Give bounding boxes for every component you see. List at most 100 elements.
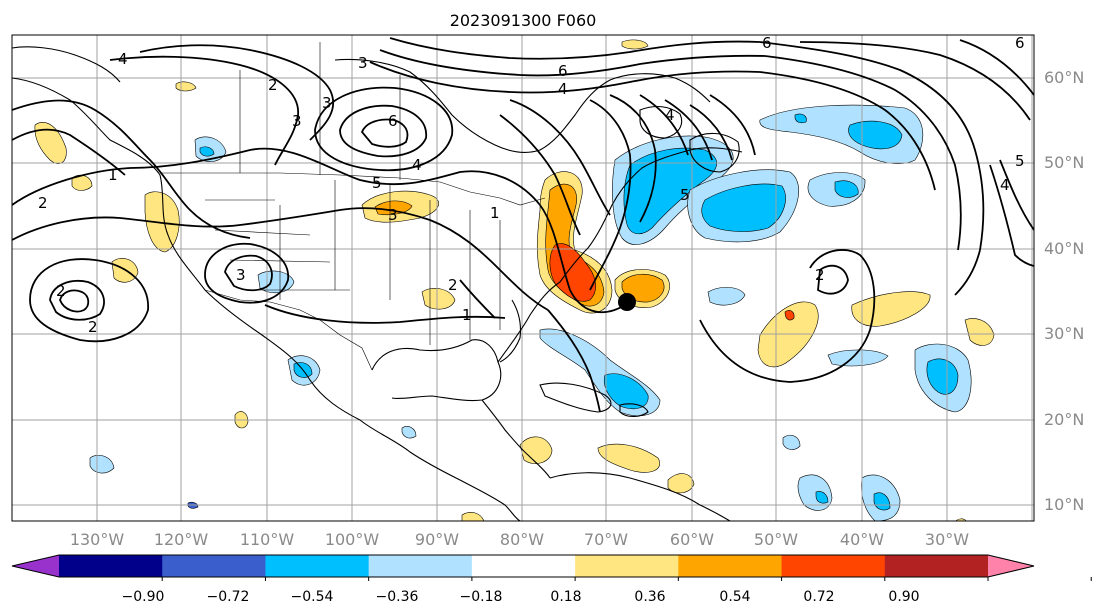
contour-line-28 xyxy=(264,304,506,324)
lon-label: 90°W xyxy=(415,530,459,549)
colorbar-segment xyxy=(575,555,679,577)
central-america-coast xyxy=(481,399,551,479)
lon-label: 120°W xyxy=(154,530,209,549)
colorbar-tick: 0.36 xyxy=(634,589,665,605)
contour-ring-canada-3 xyxy=(360,118,409,148)
black-contours xyxy=(12,37,1034,413)
contour-line-2 xyxy=(12,207,549,311)
lon-label: 30°W xyxy=(925,530,969,549)
contour-line-19 xyxy=(764,55,962,251)
contour-label: 1 xyxy=(108,166,118,184)
lat-label: 60°N xyxy=(1044,68,1084,87)
contour-label: 4 xyxy=(1000,176,1010,194)
colorbar-tick: −0.54 xyxy=(291,589,334,605)
contour-ring-west-1 xyxy=(29,258,149,343)
contour-label: 2 xyxy=(448,276,458,294)
neg-anomaly-14 xyxy=(873,492,891,511)
neg-anomaly-24 xyxy=(89,455,115,474)
contour-label: 5 xyxy=(1015,152,1025,170)
contour-label: 4 xyxy=(665,106,675,124)
pos-anomaly-15 xyxy=(519,436,553,464)
contour-line-23 xyxy=(999,159,1034,231)
contour-ring-rockies-1 xyxy=(204,242,289,304)
us-canada-border xyxy=(160,172,546,206)
contour-label: 3 xyxy=(292,112,302,130)
contour-line-4 xyxy=(12,128,126,176)
colorbar-segment xyxy=(265,555,370,577)
contour-label: 5 xyxy=(372,174,382,192)
contour-line-1 xyxy=(12,147,626,314)
colorbar-tick: 0.90 xyxy=(888,589,919,605)
atlantic-coastline xyxy=(497,147,743,363)
south-america-coast xyxy=(549,472,731,521)
pos-anomaly-19 xyxy=(621,39,649,50)
contour-ring-atlantic xyxy=(817,264,849,295)
map-content: 4 3 2 1 3 2 2 3 6 4 5 3 6 4 6 5 4 3 2 1 … xyxy=(12,34,1034,521)
colorbar-extend-low xyxy=(12,555,59,577)
colorbar-tick: 0.72 xyxy=(803,589,834,605)
lat-label: 10°N xyxy=(1044,495,1084,514)
colorbar-segment xyxy=(678,555,783,577)
pos-anomaly-22 xyxy=(461,512,485,521)
pacific-coastline xyxy=(12,77,521,521)
lat-label: 20°N xyxy=(1044,410,1084,429)
contour-line-20 xyxy=(759,71,936,191)
lon-label: 80°W xyxy=(500,530,544,549)
lon-label: 50°W xyxy=(754,530,798,549)
neg-anomaly-26 xyxy=(401,426,417,439)
pos-anomaly-24 xyxy=(784,310,795,321)
contour-label: 2 xyxy=(56,282,66,300)
map-frame xyxy=(11,34,1035,522)
contour-line-5 xyxy=(139,44,335,141)
contour-line-15 xyxy=(664,99,713,161)
colorbar-tick: −0.36 xyxy=(376,589,419,605)
contour-line-22 xyxy=(959,39,1034,96)
lon-label: 130°W xyxy=(70,530,125,549)
longitude-labels: 130°W 120°W 110°W 100°W 90°W 80°W 70°W 6… xyxy=(70,530,969,549)
contour-ring-west-3 xyxy=(59,289,90,313)
colorbar-segment xyxy=(368,555,473,577)
contour-ring-canada-1 xyxy=(314,86,453,172)
contour-line-21 xyxy=(799,41,1031,121)
contour-label: 6 xyxy=(762,34,772,52)
neg-anomaly-22 xyxy=(707,287,746,306)
colorbar-outline xyxy=(11,554,1035,578)
neg-anomaly-12 xyxy=(926,358,959,395)
pos-anomaly-13 xyxy=(851,291,931,327)
contour-line-18 xyxy=(759,41,985,251)
us-mexico-border xyxy=(204,289,373,371)
colorbar xyxy=(11,554,1092,581)
contour-line-17 xyxy=(709,94,756,156)
colorbar-tick: −0.18 xyxy=(460,589,503,605)
contour-label: 2 xyxy=(268,76,278,94)
contour-label: 3 xyxy=(358,54,368,72)
lat-label: 30°N xyxy=(1044,324,1084,343)
lon-label: 40°W xyxy=(840,530,884,549)
labrador-outline xyxy=(689,132,740,173)
canada-province-borders xyxy=(239,42,401,180)
colorbar-segment xyxy=(162,555,266,577)
contour-label: 6 xyxy=(558,62,568,80)
graticule xyxy=(12,35,1034,521)
latitude-labels: 60°N 50°N 40°N 30°N 20°N 10°N xyxy=(1044,68,1084,514)
pos-anomaly-10 xyxy=(34,122,67,164)
contour-ring-rockies-2 xyxy=(224,254,273,292)
contour-line-10 xyxy=(499,114,581,236)
lon-label: 100°W xyxy=(325,530,380,549)
neg-anomaly-2 xyxy=(623,147,717,235)
pos-anomaly-14 xyxy=(964,318,995,346)
contour-label: 2 xyxy=(815,266,825,284)
contour-line-13 xyxy=(609,94,657,223)
contour-line-11 xyxy=(509,99,611,216)
contour-line-9 xyxy=(369,61,761,94)
neg-anomaly-25 xyxy=(782,434,801,450)
contour-line-7 xyxy=(389,37,761,60)
colorbar-ticks: −0.90 −0.72 −0.54 −0.36 −0.18 0.18 0.36 … xyxy=(122,589,920,605)
colorbar-tick: −0.90 xyxy=(122,589,165,605)
colorbar-segment xyxy=(59,555,163,577)
neg-anomaly-21 xyxy=(199,146,215,157)
colorbar-segment xyxy=(471,555,576,577)
colorbar-tick: 0.54 xyxy=(719,589,750,605)
map-title: 2023091300 F060 xyxy=(450,11,597,30)
neg-anomaly-16 xyxy=(815,491,829,504)
